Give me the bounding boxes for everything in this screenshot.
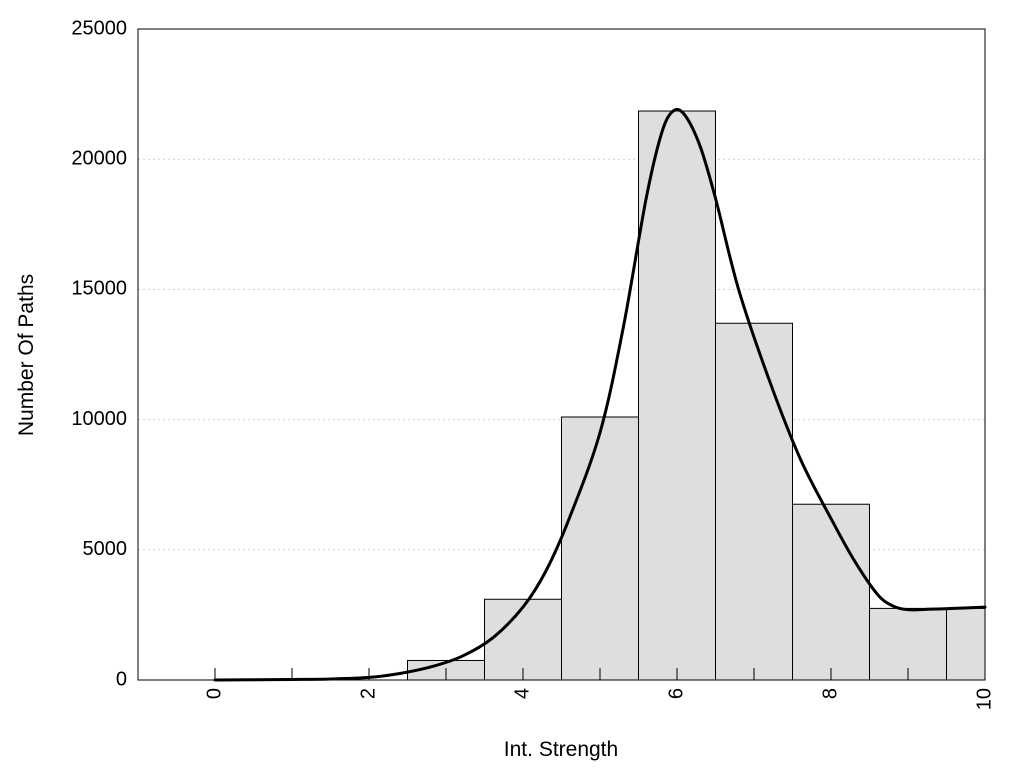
bars-layer <box>407 110 986 681</box>
histogram-bar <box>946 607 986 681</box>
y-tick-label: 5000 <box>83 538 128 560</box>
x-axis-ticks: 0 2 4 6 8 10 <box>203 668 995 710</box>
y-tick-label: 10000 <box>71 408 127 430</box>
plot-frame <box>137 28 986 681</box>
y-tick-label: 15000 <box>71 278 127 300</box>
y-tick-label: 20000 <box>71 147 127 169</box>
x-tick-label: 10 <box>973 688 995 710</box>
density-curve <box>213 107 987 682</box>
x-tick-label: 4 <box>511 688 533 699</box>
x-tick-label: 0 <box>203 688 225 699</box>
curve-layer <box>213 107 987 682</box>
y-tick-label: 25000 <box>71 17 127 39</box>
histogram-bar <box>561 416 639 681</box>
x-axis-title: Int. Strength <box>504 738 618 761</box>
y-axis-ticks: 0 5000 10000 15000 20000 25000 <box>71 17 127 690</box>
y-axis-title: Number Of Paths <box>15 274 38 436</box>
histogram-bar <box>638 110 716 681</box>
histogram-bar <box>715 322 793 681</box>
x-tick-label: 8 <box>819 688 841 699</box>
histogram-bar <box>792 503 870 681</box>
x-tick-label: 6 <box>665 688 687 699</box>
x-tick-label: 2 <box>357 688 379 699</box>
histogram-bar <box>484 598 562 681</box>
y-tick-label: 0 <box>116 668 127 690</box>
